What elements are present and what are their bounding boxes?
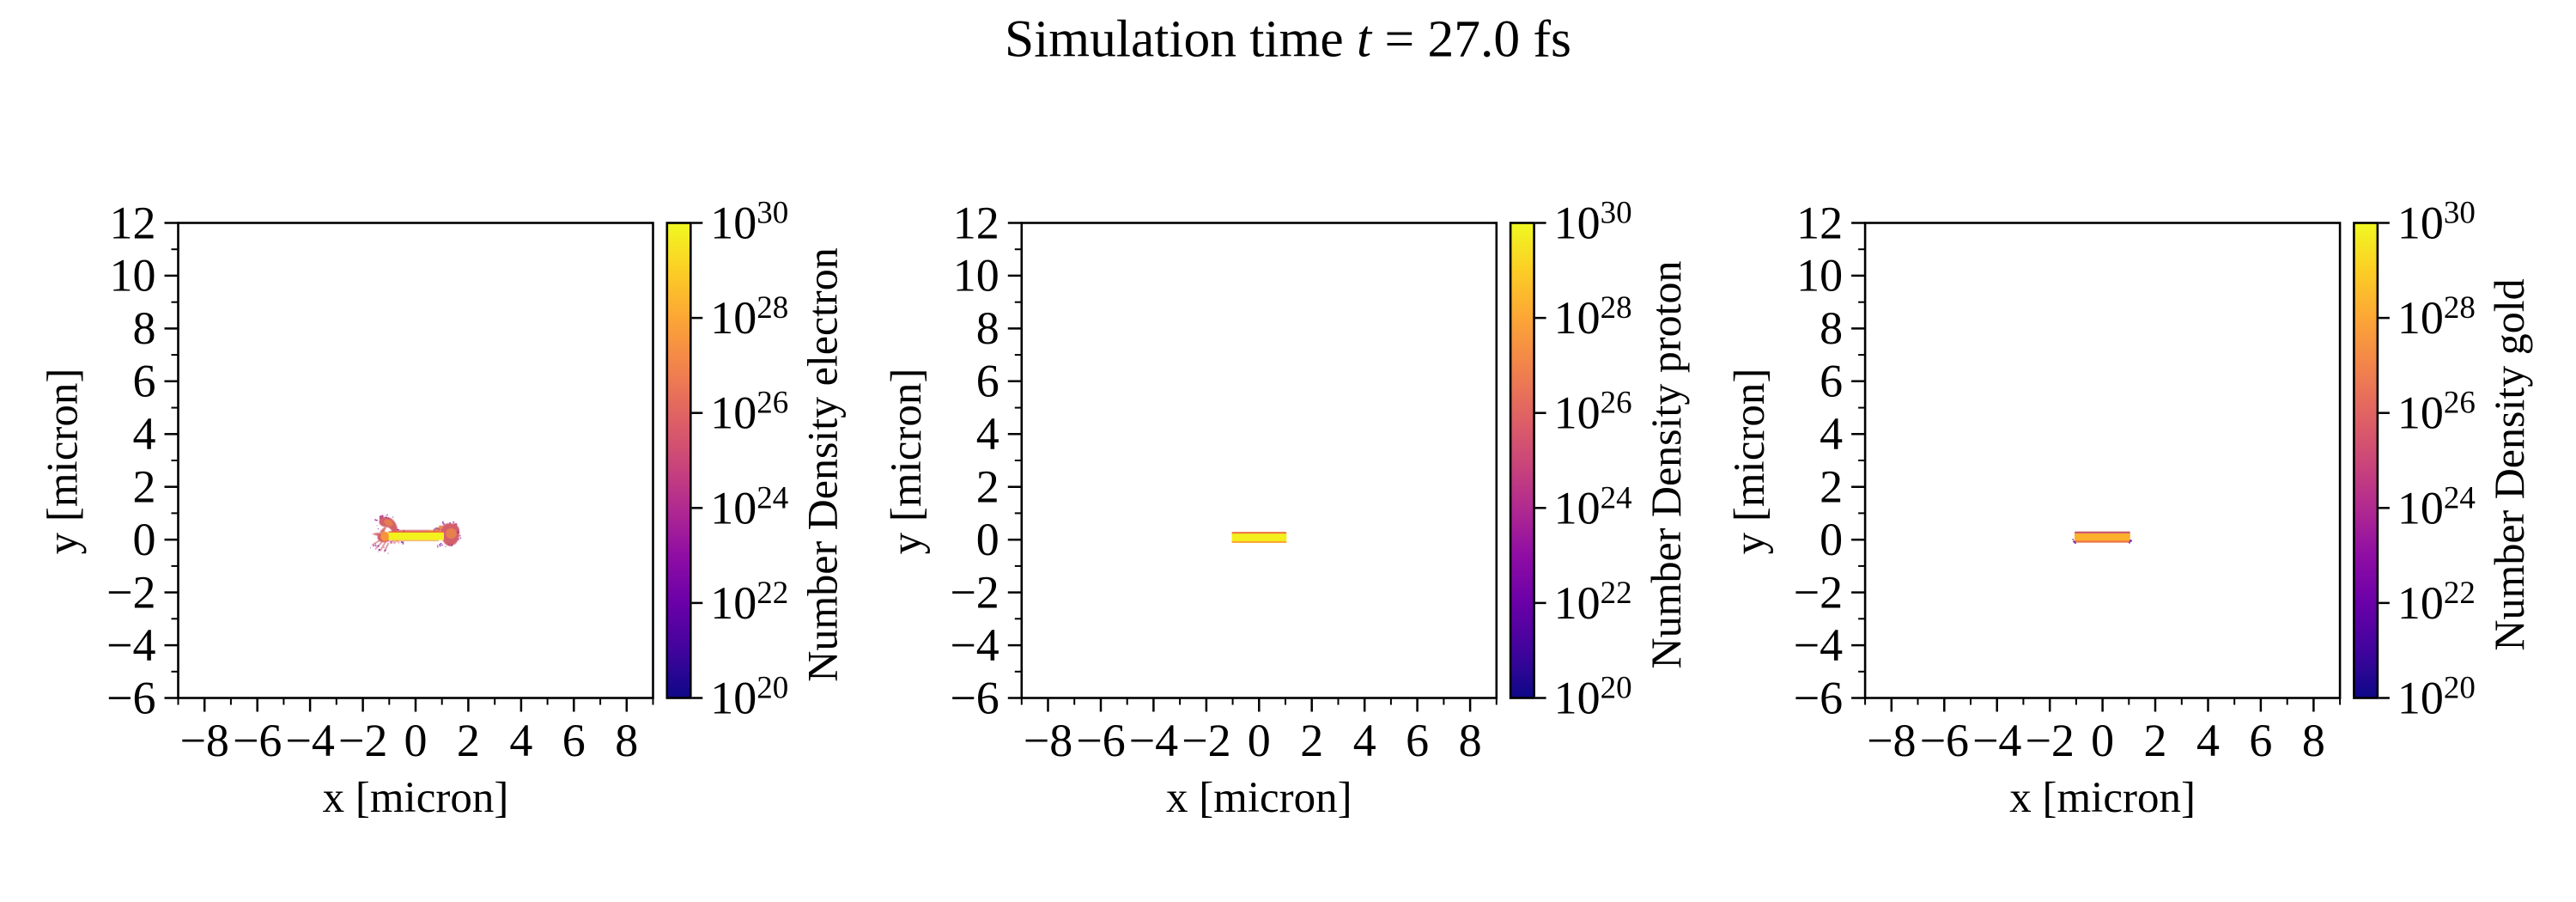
svg-text:2: 2 — [1820, 461, 1843, 513]
svg-text:−8: −8 — [179, 715, 228, 766]
svg-text:−6: −6 — [233, 715, 282, 766]
svg-text:12: 12 — [110, 197, 156, 248]
svg-text:0: 0 — [1248, 715, 1271, 766]
svg-text:1020: 1020 — [2397, 671, 2476, 724]
svg-text:1022: 1022 — [2397, 576, 2476, 629]
svg-text:10: 10 — [953, 250, 999, 302]
svg-text:2: 2 — [976, 461, 999, 513]
svg-text:1024: 1024 — [710, 480, 788, 533]
svg-text:−2: −2 — [1182, 715, 1230, 766]
svg-text:−2: −2 — [106, 566, 155, 618]
svg-text:12: 12 — [953, 197, 999, 248]
svg-text:1028: 1028 — [2397, 290, 2476, 344]
svg-text:−2: −2 — [2025, 715, 2074, 766]
svg-text:8: 8 — [1820, 302, 1843, 354]
svg-text:Number Density gold: Number Density gold — [2485, 278, 2533, 650]
svg-text:6: 6 — [976, 356, 999, 407]
svg-text:6: 6 — [2249, 715, 2272, 766]
svg-text:−4: −4 — [950, 619, 999, 671]
svg-text:x [micron]: x [micron] — [2009, 774, 2196, 822]
svg-text:Number Density proton: Number Density proton — [1642, 261, 1690, 669]
svg-text:8: 8 — [133, 302, 156, 354]
svg-text:10: 10 — [110, 250, 156, 302]
svg-text:2: 2 — [1300, 715, 1323, 766]
svg-text:1026: 1026 — [710, 386, 788, 439]
svg-text:y [micron]: y [micron] — [1726, 369, 1774, 555]
svg-text:4: 4 — [1353, 715, 1376, 766]
svg-text:1024: 1024 — [1554, 480, 1632, 533]
svg-text:2: 2 — [457, 715, 480, 766]
svg-text:1028: 1028 — [710, 290, 788, 344]
svg-text:4: 4 — [2196, 715, 2220, 766]
svg-text:8: 8 — [976, 302, 999, 354]
svg-text:−4: −4 — [1972, 715, 2021, 766]
svg-text:2: 2 — [133, 461, 156, 513]
svg-text:−6: −6 — [950, 672, 999, 723]
svg-text:1020: 1020 — [1554, 671, 1632, 724]
svg-text:x [micron]: x [micron] — [323, 774, 509, 822]
svg-text:−4: −4 — [106, 619, 155, 671]
svg-text:6: 6 — [1406, 715, 1429, 766]
svg-text:4: 4 — [133, 408, 156, 460]
svg-text:Number Density electron: Number Density electron — [799, 247, 847, 681]
svg-text:10: 10 — [1796, 250, 1843, 302]
svg-text:4: 4 — [976, 408, 999, 460]
svg-text:8: 8 — [2302, 715, 2325, 766]
svg-text:Simulation time t = 27.0 fs: Simulation time t = 27.0 fs — [1005, 10, 1571, 69]
svg-text:−4: −4 — [1794, 619, 1843, 671]
svg-text:−2: −2 — [950, 566, 999, 618]
svg-text:0: 0 — [2091, 715, 2114, 766]
svg-text:x [micron]: x [micron] — [1166, 774, 1352, 822]
svg-text:0: 0 — [404, 715, 428, 766]
svg-text:1030: 1030 — [710, 196, 788, 249]
svg-text:−6: −6 — [1920, 715, 1969, 766]
svg-text:0: 0 — [1820, 514, 1843, 565]
svg-text:4: 4 — [509, 715, 532, 766]
svg-text:−2: −2 — [1794, 566, 1843, 618]
svg-text:−4: −4 — [1129, 715, 1178, 766]
svg-text:1030: 1030 — [2397, 196, 2476, 249]
svg-text:6: 6 — [562, 715, 586, 766]
svg-text:1024: 1024 — [2397, 480, 2476, 533]
svg-text:1022: 1022 — [1554, 576, 1632, 629]
svg-text:1026: 1026 — [1554, 386, 1632, 439]
svg-text:−6: −6 — [106, 672, 155, 723]
svg-text:−6: −6 — [1794, 672, 1843, 723]
svg-text:8: 8 — [1459, 715, 1482, 766]
svg-text:−2: −2 — [338, 715, 387, 766]
svg-text:0: 0 — [976, 514, 999, 565]
svg-text:−8: −8 — [1867, 715, 1916, 766]
svg-text:−6: −6 — [1076, 715, 1125, 766]
svg-text:8: 8 — [615, 715, 638, 766]
svg-text:y [micron]: y [micron] — [883, 369, 931, 555]
svg-text:1020: 1020 — [710, 671, 788, 724]
svg-text:2: 2 — [2144, 715, 2167, 766]
svg-text:1028: 1028 — [1554, 290, 1632, 344]
svg-text:−8: −8 — [1024, 715, 1072, 766]
svg-text:y [micron]: y [micron] — [39, 369, 88, 555]
svg-text:1030: 1030 — [1554, 196, 1632, 249]
svg-text:6: 6 — [133, 356, 156, 407]
svg-text:4: 4 — [1820, 408, 1843, 460]
svg-text:0: 0 — [133, 514, 156, 565]
svg-text:1026: 1026 — [2397, 386, 2476, 439]
svg-text:−4: −4 — [285, 715, 334, 766]
svg-text:12: 12 — [1796, 197, 1843, 248]
svg-text:6: 6 — [1820, 356, 1843, 407]
svg-text:1022: 1022 — [710, 576, 788, 629]
